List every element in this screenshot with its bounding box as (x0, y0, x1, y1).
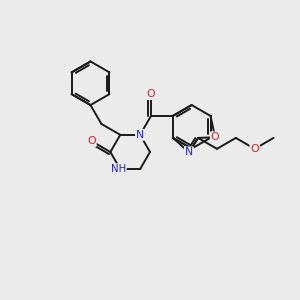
Text: NH: NH (111, 164, 126, 174)
Text: N: N (185, 147, 193, 157)
Text: O: O (87, 136, 96, 146)
Text: N: N (136, 130, 144, 140)
Text: O: O (211, 132, 219, 142)
Text: O: O (147, 89, 155, 99)
Text: O: O (250, 144, 259, 154)
